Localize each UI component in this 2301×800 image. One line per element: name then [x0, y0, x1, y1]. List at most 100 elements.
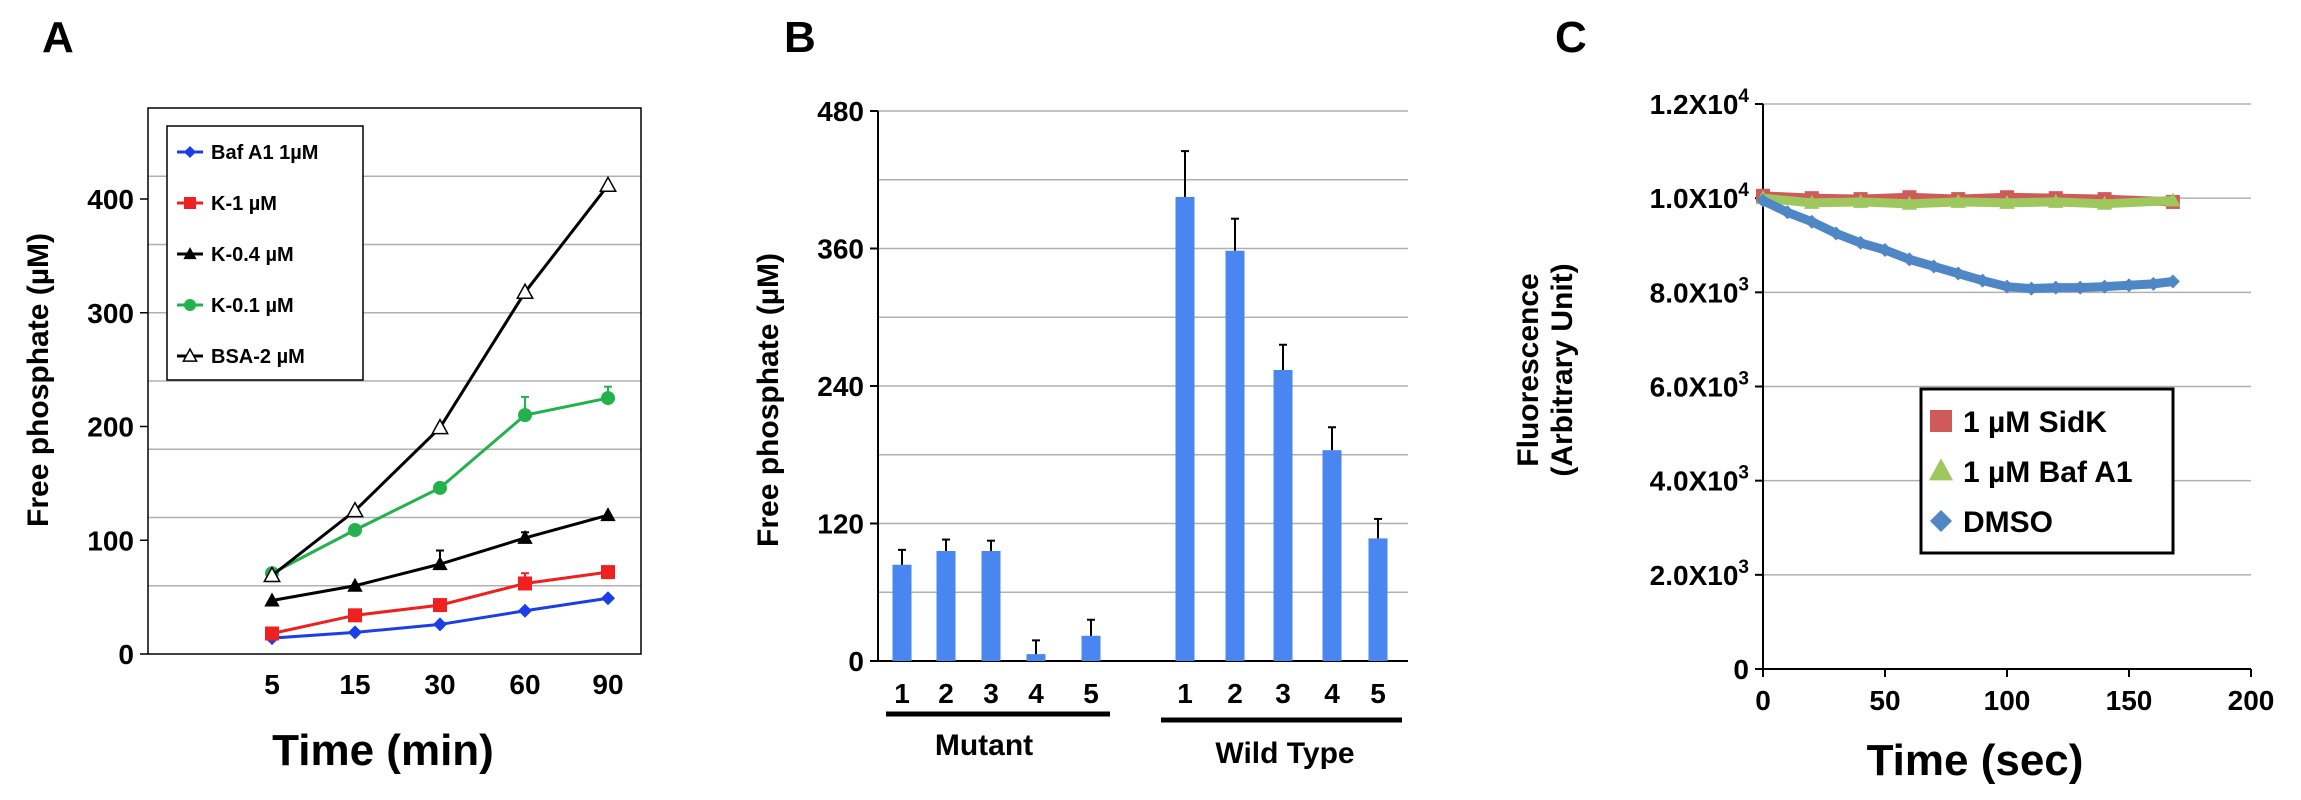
- bar: [892, 564, 912, 661]
- y-axis-label-a: Free phosphate (µM): [22, 233, 55, 527]
- y-axis-label-b: Free phosphate (µM): [752, 253, 785, 547]
- data-point: [432, 556, 448, 571]
- data-point: [1804, 194, 1820, 209]
- legend-entry: Baf A1 1µM: [211, 142, 318, 164]
- y-tick-label: 4.0X103: [1650, 463, 1749, 497]
- data-point: [2048, 193, 2064, 208]
- data-point: [2048, 280, 2063, 295]
- series-0: [265, 591, 615, 646]
- x-axis-label-a: Time (min): [272, 726, 494, 775]
- x-tick-label: 2: [938, 678, 954, 709]
- data-point: [2024, 281, 2039, 296]
- data-point: [1950, 193, 1966, 208]
- data-point: [601, 591, 615, 606]
- data-point: [348, 608, 362, 623]
- data-point: [600, 507, 616, 522]
- group-label-mutant: Mutant: [935, 729, 1033, 762]
- legend-marker: [1928, 458, 1954, 481]
- legend-entry: BSA-2 µM: [211, 346, 305, 368]
- x-tick-label: 2: [1227, 678, 1243, 709]
- x-tick-label: 15: [339, 669, 370, 700]
- y-tick-label: 6.0X103: [1650, 369, 1749, 403]
- y-tick-label: 0: [848, 646, 864, 677]
- bar: [1322, 450, 1342, 661]
- series-2: [1756, 193, 2180, 296]
- legend-box: [1919, 387, 2175, 555]
- bar: [1026, 654, 1046, 661]
- data-point: [601, 391, 615, 406]
- data-point: [1902, 252, 1917, 267]
- data-point: [348, 523, 362, 538]
- data-point: [1999, 194, 2015, 209]
- data-point: [1975, 273, 1990, 288]
- x-tick-label: 90: [592, 669, 623, 700]
- data-point: [265, 626, 279, 641]
- legend-marker: [184, 146, 196, 158]
- legend-entry: K-0.4 µM: [211, 244, 294, 266]
- panel-label-a: A: [42, 13, 74, 62]
- data-point: [601, 565, 615, 580]
- data-point: [2122, 278, 2136, 293]
- y-axis-label-c-line2: (Arbitrary Unit): [1546, 263, 1579, 476]
- legend-entry: K-1 µM: [211, 193, 277, 215]
- x-tick-label: 150: [2106, 685, 2153, 716]
- bar: [981, 551, 1001, 661]
- data-point: [348, 625, 362, 640]
- data-point: [1853, 235, 1868, 250]
- legend-marker: [1930, 410, 1952, 432]
- data-point: [1901, 195, 1918, 210]
- legend-marker: [182, 347, 198, 362]
- data-point: [2000, 279, 2014, 294]
- x-tick-label: 200: [2228, 685, 2275, 716]
- data-point: [2096, 195, 2113, 210]
- data-point: [2165, 274, 2180, 289]
- bar: [936, 551, 956, 661]
- data-point: [599, 175, 617, 193]
- x-tick-label: 5: [1083, 678, 1099, 709]
- y-tick-label: 480: [817, 96, 864, 127]
- data-point: [433, 480, 447, 495]
- y-tick-label: 1.0X104: [1650, 180, 1750, 214]
- y-tick-label: 300: [87, 298, 134, 329]
- data-point: [2073, 280, 2088, 295]
- plot-frame-a: [147, 107, 642, 655]
- x-tick-label: 50: [1869, 685, 1900, 716]
- x-tick-label: 60: [509, 669, 540, 700]
- legend-entry: K-0.1 µM: [211, 295, 294, 317]
- y-tick-label: 240: [817, 371, 864, 402]
- data-point: [264, 592, 280, 607]
- chart-panel-c: 0 2.0X103 4.0X103 6.0X103 8.0X103 1.0X104 1.2X…: [1512, 86, 2274, 785]
- series-1: [265, 565, 615, 641]
- data-point: [2097, 279, 2112, 294]
- data-point: [516, 282, 534, 299]
- x-tick-label: 0: [1755, 685, 1771, 716]
- x-tick-label: 4: [1028, 678, 1044, 709]
- panel-label-b: B: [784, 13, 816, 62]
- legend-entry: 1 µM Baf A1: [1963, 456, 2133, 489]
- x-tick-label: 5: [264, 669, 280, 700]
- y-axis-label-c-line1: Fluorescence: [1512, 273, 1545, 466]
- data-point: [1852, 193, 1869, 208]
- x-tick-label: 100: [1984, 685, 2031, 716]
- y-tick-label: 8.0X103: [1650, 274, 1749, 308]
- legend-marker: [183, 247, 197, 260]
- legend-marker: [1930, 510, 1952, 532]
- series-1: [1755, 190, 2181, 210]
- data-point: [1756, 193, 1770, 208]
- series-trace: [1761, 196, 2174, 294]
- bar: [1273, 369, 1293, 661]
- group-label-wild-type: Wild Type: [1215, 737, 1354, 770]
- data-point: [2146, 276, 2161, 291]
- y-tick-label: 400: [87, 184, 134, 215]
- data-point: [1926, 259, 1941, 274]
- data-point: [1951, 266, 1966, 281]
- series-4: [263, 175, 617, 583]
- data-point: [263, 565, 281, 583]
- data-point: [518, 603, 532, 618]
- legend-entry: 1 µM SidK: [1963, 406, 2107, 439]
- chart-panel-a: 0 100 200 300 400 5 15 30 60 90 Free phosphate (…: [22, 107, 642, 775]
- data-point: [431, 418, 449, 435]
- y-tick-label: 1.2X104: [1650, 86, 1750, 120]
- x-axis-label-c: Time (sec): [1867, 736, 2084, 785]
